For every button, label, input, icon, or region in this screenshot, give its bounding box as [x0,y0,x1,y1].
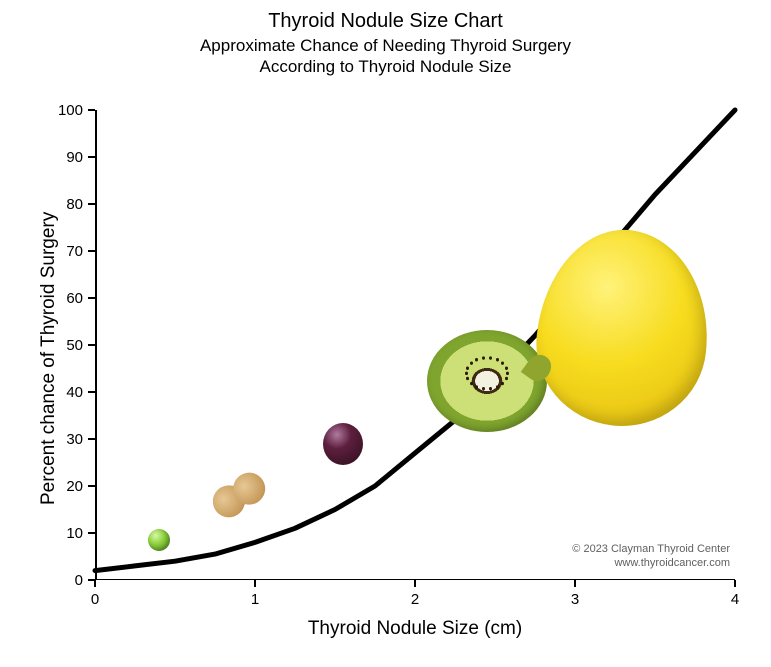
x-tick-label: 1 [240,591,270,608]
x-tick [254,580,256,587]
y-tick-label: 10 [43,525,83,542]
y-tick-label: 0 [43,572,83,589]
grape-icon [323,423,363,465]
y-tick-label: 90 [43,149,83,166]
y-tick [88,485,95,487]
x-tick-label: 3 [560,591,590,608]
chart-subtitle-1: Approximate Chance of Needing Thyroid Su… [0,36,771,56]
y-tick-label: 100 [43,102,83,119]
x-tick-label: 4 [720,591,750,608]
y-tick-label: 80 [43,196,83,213]
y-axis-title: Percent chance of Thyroid Surgery [38,212,60,505]
x-tick-label: 0 [80,591,110,608]
pea-icon [148,529,170,551]
plot-area: 010203040506070809010001234Percent chanc… [95,110,735,580]
y-tick [88,297,95,299]
credit-line-2: www.thyroidcancer.com [525,556,730,570]
x-tick [734,580,736,587]
y-tick [88,250,95,252]
kiwi-icon [427,330,547,432]
y-tick [88,203,95,205]
x-tick [94,580,96,587]
y-tick [88,532,95,534]
x-tick [414,580,416,587]
x-tick-label: 2 [400,591,430,608]
credit-line-1: © 2023 Clayman Thyroid Center [525,542,730,556]
chart-container: Thyroid Nodule Size Chart Approximate Ch… [0,0,771,667]
x-axis-title: Thyroid Nodule Size (cm) [95,618,735,640]
y-tick [88,438,95,440]
credit-block: © 2023 Clayman Thyroid Center www.thyroi… [525,542,730,571]
chart-title: Thyroid Nodule Size Chart [0,10,771,33]
y-tick [88,156,95,158]
y-tick [88,344,95,346]
y-tick [88,391,95,393]
y-tick [88,109,95,111]
x-tick [574,580,576,587]
chart-subtitle-2: According to Thyroid Nodule Size [0,57,771,77]
